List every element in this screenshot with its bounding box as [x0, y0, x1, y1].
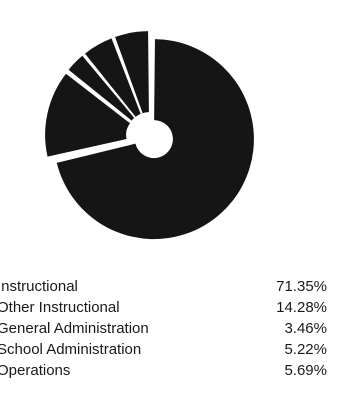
pie-slice-instructional — [56, 39, 254, 240]
legend-item-school-administration: School Administration 5.22% — [0, 339, 327, 360]
legend-item-instructional: Instructional 71.35% — [0, 276, 327, 297]
legend-label-general-administration: General Administration — [0, 320, 149, 337]
pie-slice-operations — [115, 31, 149, 114]
pie-slice-other-instructional — [45, 73, 131, 157]
legend-value-general-administration: 3.46% — [284, 320, 327, 337]
legend: Instructional 71.35% Other Instructional… — [0, 276, 327, 381]
legend-value-school-administration: 5.22% — [284, 341, 327, 358]
legend-item-general-administration: General Administration 3.46% — [0, 318, 327, 339]
legend-value-instructional: 71.35% — [276, 278, 327, 295]
legend-label-other-instructional: Other Instructional — [0, 299, 120, 316]
legend-item-operations: Operations 5.69% — [0, 360, 327, 381]
legend-label-operations: Operations — [0, 362, 71, 379]
legend-value-other-instructional: 14.28% — [276, 299, 327, 316]
legend-label-school-administration: School Administration — [0, 341, 142, 358]
legend-value-operations: 5.69% — [284, 362, 327, 379]
pie-slice-school-administration — [85, 38, 141, 117]
pie-chart — [45, 31, 254, 240]
pie-slice-general-administration — [68, 55, 135, 121]
legend-label-instructional: Instructional — [0, 278, 78, 295]
legend-item-other-instructional: Other Instructional 14.28% — [0, 297, 327, 318]
